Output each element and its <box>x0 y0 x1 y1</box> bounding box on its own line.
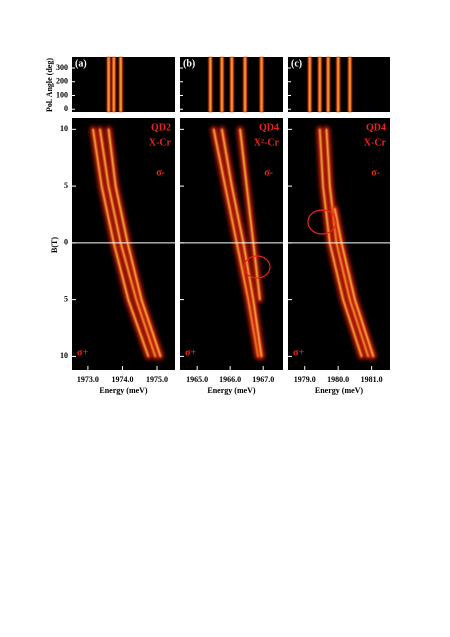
y-tick-label: 5 <box>64 294 68 303</box>
pol-stripe-core <box>337 57 339 112</box>
sigma-label: σ- <box>371 167 380 178</box>
pol-axis-label: Pol. Angle (deg) <box>45 58 54 112</box>
complex-label: X-Cr <box>149 137 172 148</box>
pol-stripe-core <box>107 57 110 112</box>
pol-stripe-core <box>231 57 233 112</box>
pol-stripe-core <box>119 57 122 112</box>
y-tick-label: 10 <box>60 351 68 360</box>
pol-stripe-core <box>113 57 115 112</box>
x-tick-label: 1980.0 <box>327 375 349 384</box>
dot-label: QD2 <box>151 122 171 133</box>
sigma-label: σ+ <box>293 347 304 358</box>
pol-tick-label: 0 <box>64 104 68 113</box>
pol-tick-label: 300 <box>56 63 68 72</box>
x-tick-label: 1981.0 <box>361 375 383 384</box>
y-tick-label: 0 <box>64 238 68 247</box>
panel-label: (b) <box>183 58 195 69</box>
x-tick-label: 1974.0 <box>111 375 133 384</box>
dot-label: QD4 <box>366 122 386 133</box>
circle-annotation <box>243 255 271 279</box>
pol-stripe-core <box>327 57 329 112</box>
circle-annotation <box>307 209 337 235</box>
x-axis-label: Energy (meV) <box>99 386 148 395</box>
x-tick-label: 1966.0 <box>219 375 241 384</box>
x-tick-label: 1979.0 <box>294 375 316 384</box>
complex-label: X-Cr <box>364 137 387 148</box>
y-tick-label: 5 <box>64 181 68 190</box>
x-tick-label: 1965.0 <box>186 375 208 384</box>
pol-stripe-core <box>221 57 223 112</box>
panel-label: (c) <box>291 58 302 69</box>
x-tick-label: 1967.0 <box>252 375 274 384</box>
y-tick-label: 10 <box>60 124 68 133</box>
x-tick-label: 1975.0 <box>146 375 168 384</box>
sigma-label: σ- <box>264 167 273 178</box>
field-map <box>180 118 283 370</box>
line <box>239 128 261 301</box>
pol-stripe-core <box>349 57 351 112</box>
sigma-label: σ+ <box>77 347 88 358</box>
x-axis-label: Energy (meV) <box>315 386 364 395</box>
y-axis-label: B(T) <box>50 237 59 253</box>
pol-stripe-core <box>318 57 321 112</box>
x-axis-label: Energy (meV) <box>207 386 256 395</box>
x-tick-label: 1973.0 <box>77 375 99 384</box>
pol-stripe-core <box>260 57 263 112</box>
panel-label: (a) <box>75 58 87 69</box>
sigma-label: σ+ <box>185 347 196 358</box>
pol-stripe-core <box>244 57 246 112</box>
pol-tick-label: 100 <box>56 90 68 99</box>
pol-map <box>72 57 175 112</box>
dot-label: QD4 <box>259 122 279 133</box>
pol-stripe-core <box>209 57 212 112</box>
line <box>334 208 375 358</box>
sigma-label: σ- <box>156 167 165 178</box>
pol-tick-label: 200 <box>56 77 68 86</box>
pol-stripe-core <box>308 57 311 112</box>
complex-label: X²-Cr <box>254 137 280 148</box>
